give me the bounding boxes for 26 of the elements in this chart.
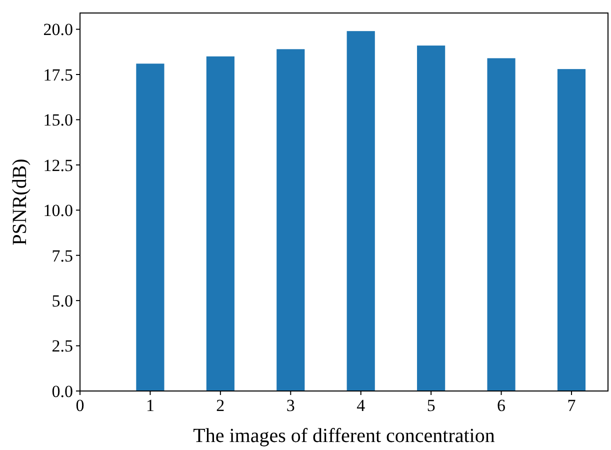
bar <box>417 46 446 391</box>
y-axis-title: PSNR(dB) <box>9 158 31 246</box>
y-tick-label: 5.0 <box>52 292 73 311</box>
x-tick-label: 3 <box>286 396 295 415</box>
bar <box>487 58 516 391</box>
x-tick-label: 0 <box>76 396 84 415</box>
y-tick-label: 7.5 <box>52 246 73 266</box>
y-tick-label: 20.0 <box>43 20 73 40</box>
x-tick-label: 6 <box>497 396 506 415</box>
bar <box>346 31 375 391</box>
x-tick-label: 5 <box>426 396 436 415</box>
x-tick-label: 2 <box>216 396 225 415</box>
y-tick-label: 15.0 <box>43 110 73 130</box>
x-tick-label: 4 <box>356 396 366 415</box>
bar <box>276 49 305 391</box>
y-tick-label: 2.5 <box>52 336 73 356</box>
y-tick-label: 0.0 <box>52 382 73 401</box>
x-axis-title: The images of different concentration <box>193 425 495 447</box>
x-tick-label: 7 <box>567 396 576 415</box>
y-tick-label: 12.5 <box>43 156 73 175</box>
y-tick-label: 17.5 <box>43 65 73 84</box>
bar <box>557 69 586 391</box>
bar <box>136 64 164 391</box>
x-tick-label: 1 <box>146 396 154 415</box>
bar <box>206 56 234 391</box>
y-tick-label: 10.0 <box>43 201 73 220</box>
